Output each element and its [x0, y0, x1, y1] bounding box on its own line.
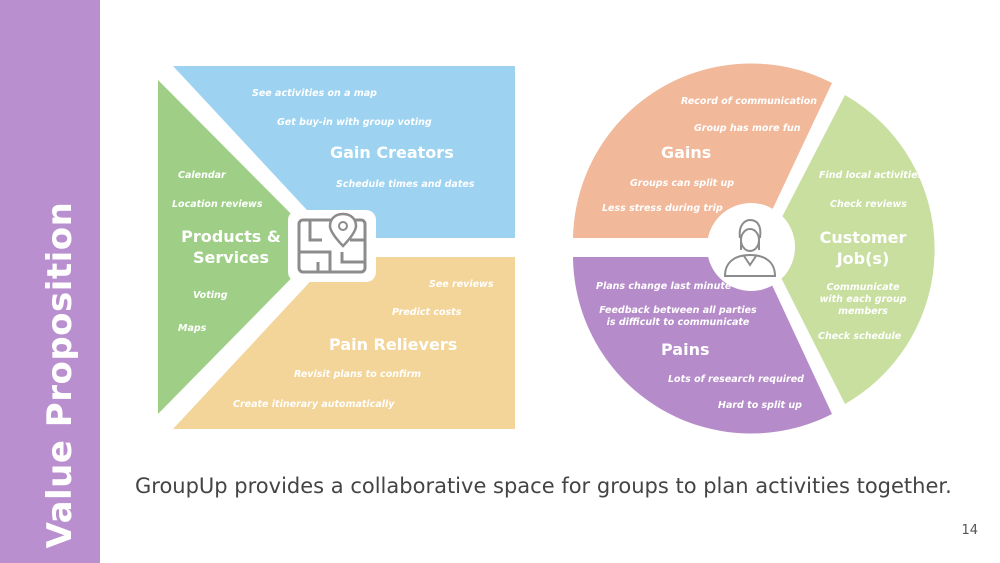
customer-jobs-item: Find local activities: [819, 170, 924, 181]
pains-item: Hard to split up: [718, 400, 802, 411]
gain-creators-item: See activities on a map: [252, 88, 377, 99]
pains-segment: [573, 257, 832, 434]
pains-item: Lots of research required: [668, 374, 804, 385]
pains-item: Plans change last minute: [596, 281, 732, 292]
pain-relievers-segment: [173, 257, 515, 429]
products-services-item: Calendar: [178, 170, 227, 181]
pain-relievers-item: Create itinerary automatically: [233, 399, 395, 410]
gain-creators-item: Get buy-in with group voting: [277, 117, 432, 128]
gains-item: Group has more fun: [694, 123, 801, 134]
customer-jobs-item: Communicate: [826, 282, 900, 293]
sidebar: Value Proposition: [0, 0, 100, 563]
customer-jobs-item: members: [838, 306, 888, 317]
gains-segment: [573, 63, 832, 239]
gains-item: Groups can split up: [630, 178, 734, 189]
pains-item: is difficult to communicate: [607, 317, 750, 328]
map-icon: [288, 210, 376, 282]
pain-relievers-item: Revisit plans to confirm: [294, 369, 421, 380]
pain-relievers-title: Pain Relievers: [329, 335, 457, 354]
customer-jobs-title: Customer: [820, 228, 907, 247]
gains-item: Record of communication: [681, 96, 817, 107]
person-icon: [723, 218, 777, 277]
gain-creators-title: Gain Creators: [330, 143, 454, 162]
gain-creators-segment: [173, 66, 515, 238]
products-services-title: Services: [193, 248, 269, 267]
products-services-item: Location reviews: [172, 199, 263, 210]
value-map: See activities on a map Get buy-in with …: [158, 66, 515, 429]
pain-relievers-item: See reviews: [429, 279, 494, 290]
customer-jobs-item: Check schedule: [818, 331, 902, 342]
gains-item: Less stress during trip: [602, 203, 723, 214]
products-services-title: Products &: [181, 227, 281, 246]
pains-item: Feedback between all parties: [599, 305, 757, 316]
customer-jobs-item: with each group: [820, 294, 907, 305]
customer-jobs-segment: [766, 95, 935, 404]
customer-profile: Record of communication Group has more f…: [573, 63, 935, 434]
pains-title: Pains: [661, 340, 710, 359]
products-services-item: Maps: [178, 323, 207, 334]
gains-title: Gains: [661, 143, 711, 162]
products-services-segment: [158, 80, 323, 414]
products-services-item: Voting: [193, 290, 228, 301]
page-number: 14: [961, 523, 978, 538]
gain-creators-item: Schedule times and dates: [336, 179, 475, 190]
caption: GroupUp provides a collaborative space f…: [135, 474, 952, 498]
pain-relievers-item: Predict costs: [392, 307, 462, 318]
customer-jobs-item: Check reviews: [830, 199, 907, 210]
customer-jobs-title: Job(s): [836, 249, 890, 268]
profile-center-circle: [707, 203, 795, 291]
